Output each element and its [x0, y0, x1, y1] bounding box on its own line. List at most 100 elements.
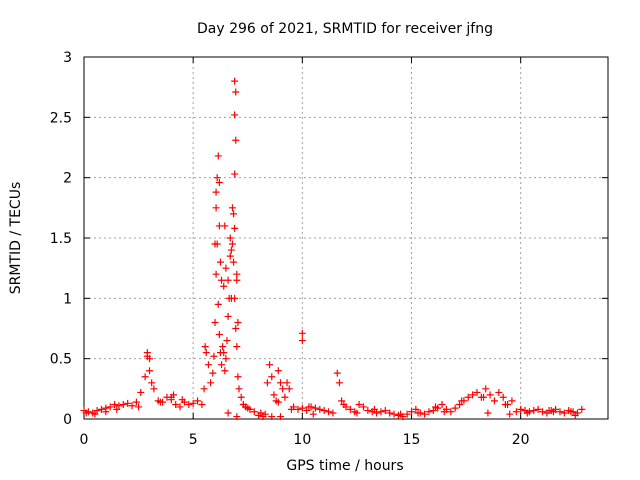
data-point [506, 410, 514, 418]
data-point [222, 355, 230, 363]
data-point [170, 391, 178, 399]
data-points [80, 77, 586, 421]
data-point [316, 405, 324, 413]
data-point [210, 352, 218, 360]
data-point [257, 409, 265, 417]
data-point [412, 405, 420, 413]
data-point [464, 393, 472, 401]
data-point [91, 410, 99, 418]
data-point [212, 204, 220, 212]
data-point [414, 409, 422, 417]
data-point [303, 407, 311, 415]
data-point [224, 312, 232, 320]
data-point [571, 411, 579, 419]
data-point [283, 379, 291, 387]
data-point [115, 402, 123, 410]
data-point [227, 294, 235, 302]
data-point [202, 349, 210, 357]
data-point [218, 276, 226, 284]
data-point [211, 318, 219, 326]
data-point [244, 404, 252, 412]
y-tick-label: 0 [63, 412, 72, 428]
data-point [119, 401, 127, 409]
data-point [237, 393, 245, 401]
data-point [263, 379, 271, 387]
data-point [213, 174, 221, 182]
data-point [146, 367, 153, 375]
data-point [432, 403, 440, 411]
data-point [517, 405, 525, 413]
data-point [194, 397, 202, 405]
data-point [200, 385, 208, 393]
data-point [408, 408, 415, 416]
data-point [556, 408, 564, 416]
data-point [277, 379, 284, 387]
data-point [222, 264, 230, 272]
data-point [230, 258, 238, 266]
data-point [539, 408, 546, 416]
data-point [82, 409, 90, 417]
data-point [390, 410, 398, 418]
data-point [340, 401, 348, 409]
data-point [209, 369, 217, 377]
data-point [224, 276, 232, 284]
data-point [226, 234, 234, 242]
data-point [277, 413, 284, 421]
x-tick-label: 15 [403, 432, 421, 448]
data-point [359, 403, 367, 411]
data-point [204, 361, 212, 369]
x-axis-label: GPS time / hours [286, 458, 403, 474]
data-point [226, 252, 234, 260]
data-point [233, 276, 241, 284]
data-point [232, 88, 240, 96]
data-point [137, 388, 145, 396]
data-point [320, 407, 328, 415]
data-point [128, 402, 136, 410]
x-tick-label: 10 [293, 432, 311, 448]
data-point [333, 369, 341, 377]
data-point [268, 373, 276, 381]
data-point [298, 329, 306, 337]
data-point [231, 224, 239, 232]
data-point [281, 393, 289, 401]
data-point [425, 408, 433, 416]
data-point [212, 188, 220, 196]
data-point [227, 246, 235, 254]
data-point [219, 343, 227, 351]
data-point [156, 398, 164, 406]
data-point [381, 407, 389, 415]
data-point [178, 396, 186, 404]
data-point [490, 397, 498, 405]
data-point [141, 373, 149, 381]
y-tick-label: 0.5 [50, 352, 72, 368]
data-point [234, 373, 242, 381]
data-point [224, 409, 232, 417]
data-point [377, 408, 385, 416]
x-tick-label: 20 [512, 432, 530, 448]
data-point [220, 349, 228, 357]
data-point [143, 349, 151, 357]
data-point [132, 398, 140, 406]
data-point [135, 403, 143, 411]
data-point [523, 409, 531, 417]
data-point [231, 170, 239, 178]
data-point [285, 385, 293, 393]
data-point [534, 405, 542, 413]
data-point [294, 405, 302, 413]
x-tick-labels: 0 5 10 15 20 [80, 432, 530, 448]
data-point [329, 409, 337, 417]
data-point [549, 408, 557, 416]
data-point [438, 401, 446, 409]
data-point [113, 405, 121, 413]
data-point [124, 399, 132, 407]
data-point [298, 337, 306, 345]
axis-ticks [83, 56, 608, 420]
data-point [346, 405, 354, 413]
data-point [495, 388, 503, 396]
data-point [230, 210, 238, 218]
y-tick-label: 3 [63, 50, 72, 66]
data-point [221, 367, 229, 375]
data-point [232, 325, 240, 332]
data-point [274, 367, 282, 375]
